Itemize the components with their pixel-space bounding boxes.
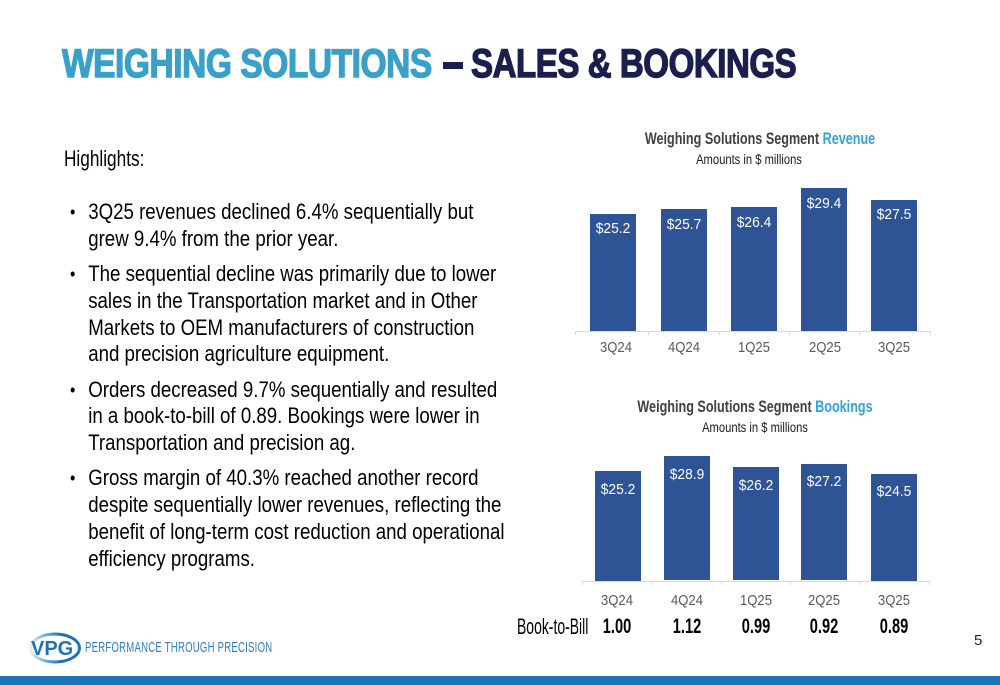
svg-text:VPG: VPG: [31, 638, 73, 660]
